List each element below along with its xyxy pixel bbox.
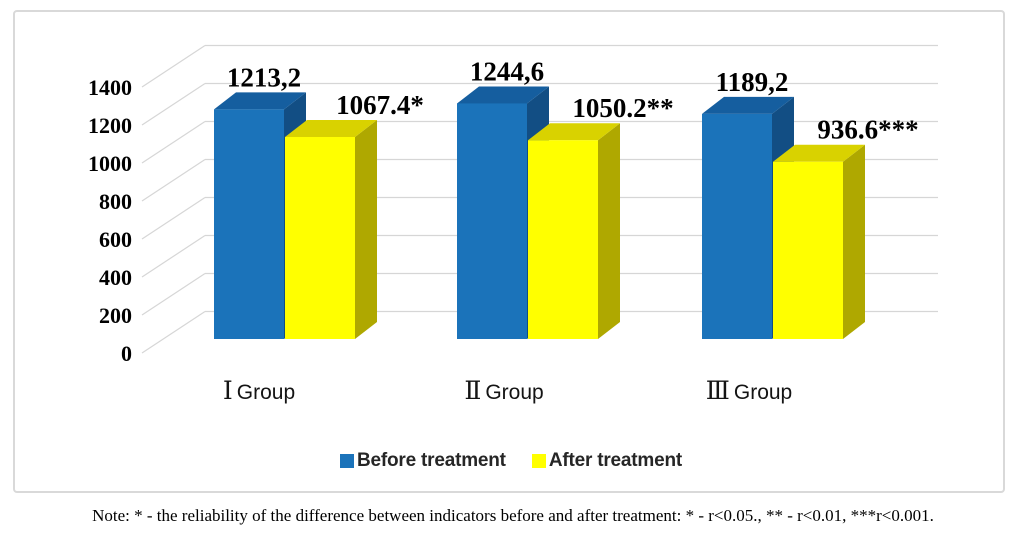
y-axis-tick-label: 1200 bbox=[88, 113, 132, 138]
data-label: 1244,6 bbox=[470, 56, 544, 86]
y-axis-tick-label: 1000 bbox=[88, 151, 132, 176]
data-label: 936.6*** bbox=[817, 115, 918, 145]
roman-numeral: Ⅲ bbox=[705, 376, 730, 405]
legend-label: Before treatment bbox=[356, 450, 506, 471]
bar-side-face bbox=[355, 119, 377, 339]
data-label: 1050.2** bbox=[572, 93, 673, 123]
roman-numeral: Ⅱ bbox=[464, 376, 482, 405]
gridline-tick bbox=[141, 196, 206, 240]
y-axis-tick-label: 0 bbox=[121, 341, 132, 366]
category-word: Group bbox=[236, 381, 296, 404]
legend-label: After treatment bbox=[548, 450, 683, 471]
bar-front-face bbox=[702, 113, 772, 339]
gridline-tick bbox=[141, 82, 206, 126]
legend-swatch-icon bbox=[531, 454, 546, 468]
bar-chart-plot: 1400 1200 1000 800 600 400 200 0 1213,2 1067.4* 12… bbox=[88, 44, 938, 366]
data-label: 1067.4* bbox=[336, 90, 424, 120]
category-word: Group bbox=[485, 381, 544, 404]
y-axis-tick-label: 400 bbox=[99, 265, 132, 290]
bar-side-face bbox=[598, 123, 620, 339]
bar-top-face bbox=[285, 119, 377, 137]
bar-top-face bbox=[773, 144, 865, 162]
bar-side-face bbox=[843, 144, 865, 339]
bar-top-face bbox=[528, 123, 620, 141]
bar-front-face bbox=[773, 161, 843, 339]
roman-numeral: Ⅰ bbox=[222, 376, 233, 405]
gridline-tick bbox=[141, 234, 206, 278]
legend-swatch-icon bbox=[339, 454, 354, 468]
bar-front-face bbox=[457, 103, 527, 339]
data-label: 1189,2 bbox=[716, 67, 789, 97]
bar-front-face bbox=[214, 109, 284, 339]
chart-legend: Before treatment After treatment bbox=[15, 450, 1007, 472]
bar-front-face bbox=[528, 140, 598, 339]
y-axis-tick-label: 600 bbox=[99, 227, 132, 252]
y-axis-tick-label: 800 bbox=[99, 189, 132, 214]
bar-front-face bbox=[285, 136, 355, 339]
category-axis: Ⅰ Group Ⅱ Group Ⅲ Group bbox=[15, 376, 1007, 410]
bar-top-face bbox=[214, 92, 306, 110]
data-label: 1213,2 bbox=[227, 62, 301, 92]
note-text: Note: * - the reliability of the differe… bbox=[92, 506, 934, 525]
y-axis-tick-label: 1400 bbox=[88, 75, 132, 100]
category-label: Ⅲ Group bbox=[706, 376, 792, 405]
gridline-tick bbox=[141, 272, 206, 316]
gridline-tick bbox=[141, 120, 206, 164]
legend-item: Before treatment bbox=[339, 450, 506, 472]
category-label: Ⅰ Group bbox=[223, 376, 295, 405]
category-word: Group bbox=[733, 381, 793, 404]
y-axis-tick-label: 200 bbox=[99, 303, 132, 328]
legend-item: After treatment bbox=[531, 450, 683, 472]
bar-top-face bbox=[702, 96, 794, 114]
chart-frame: 1400 1200 1000 800 600 400 200 0 1213,2 1067.4* 12… bbox=[13, 10, 1005, 493]
gridline-tick bbox=[141, 310, 206, 354]
gridline-tick bbox=[141, 158, 206, 202]
category-label: Ⅱ Group bbox=[464, 376, 543, 405]
gridline-tick bbox=[141, 44, 206, 88]
bar-top-face bbox=[457, 86, 549, 104]
